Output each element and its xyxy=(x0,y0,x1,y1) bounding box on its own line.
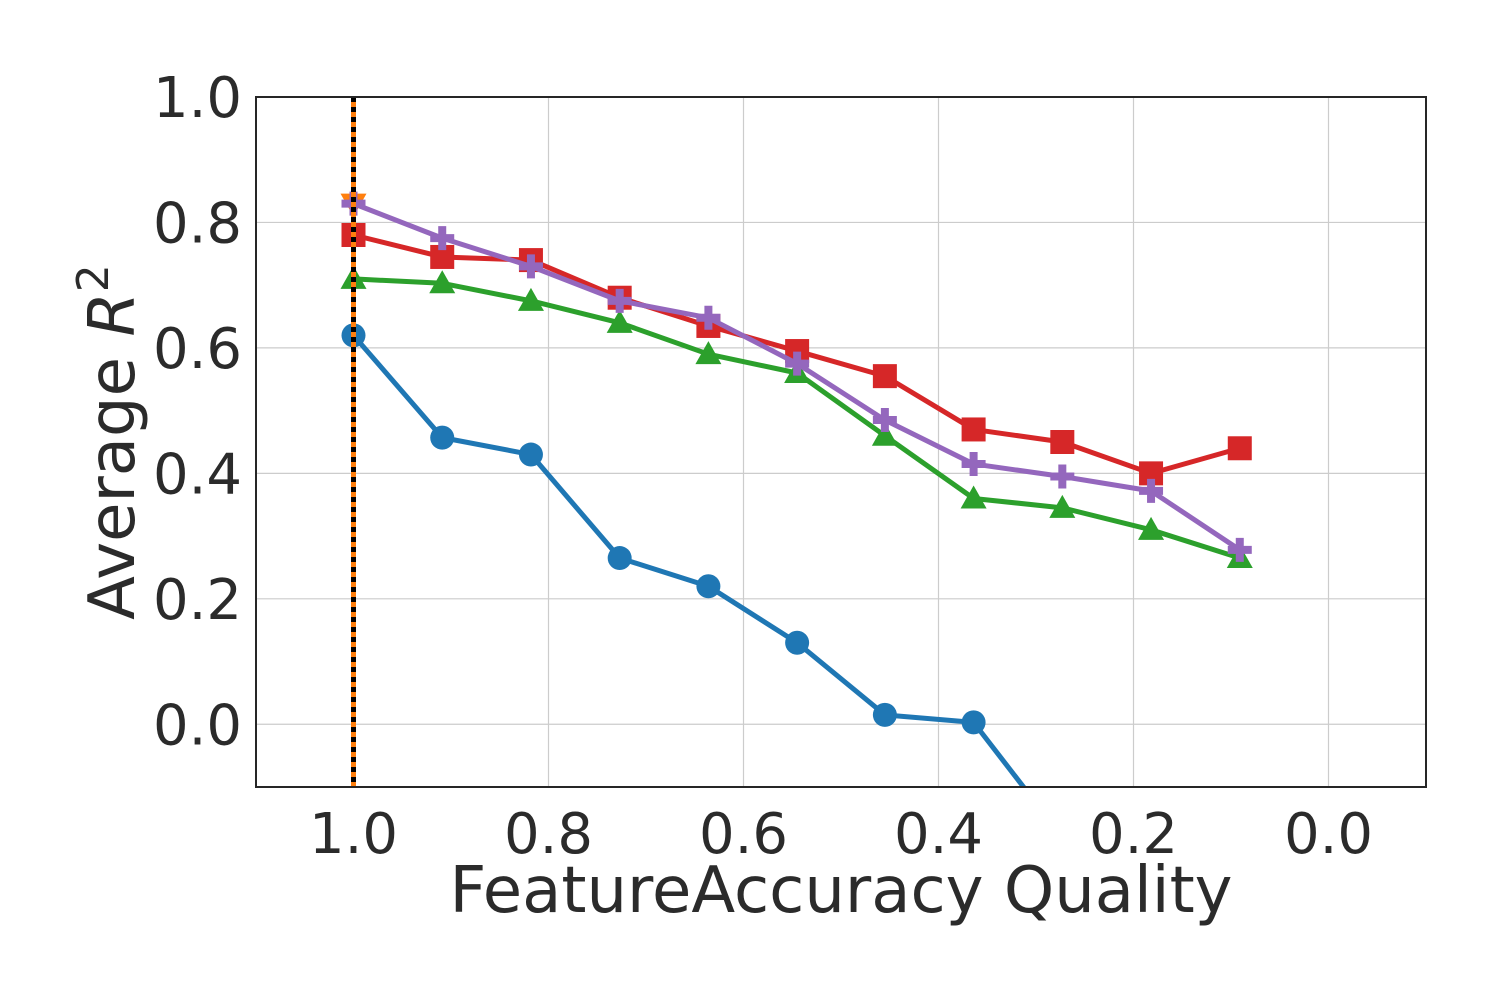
data-point xyxy=(961,451,986,476)
x-axis-label: FeatureAccuracy Quality xyxy=(449,854,1232,928)
data-point xyxy=(696,305,721,330)
plot-frame xyxy=(255,96,1427,788)
data-point xyxy=(430,425,455,450)
data-point xyxy=(518,254,543,279)
data-point xyxy=(1227,436,1252,461)
data-point xyxy=(607,288,632,313)
data-point xyxy=(872,702,897,727)
data-point xyxy=(518,442,543,467)
data-point xyxy=(430,244,455,269)
data-point xyxy=(430,226,455,251)
data-point xyxy=(1050,464,1075,489)
data-point xyxy=(1138,516,1165,540)
y-tick-label: 1.0 xyxy=(153,66,242,131)
y-axis-label: Average R2 xyxy=(68,264,150,620)
data-point xyxy=(871,422,898,446)
data-point xyxy=(785,630,810,655)
series-layer xyxy=(340,191,1253,787)
data-point xyxy=(517,287,544,311)
series-0 xyxy=(341,323,1027,787)
x-tick-label: 0.0 xyxy=(1284,802,1373,867)
y-tick-label: 0.0 xyxy=(153,693,242,758)
data-point xyxy=(1050,430,1075,454)
data-point xyxy=(961,710,986,735)
data-point xyxy=(960,485,987,509)
data-point xyxy=(429,270,456,294)
data-point xyxy=(961,417,986,442)
data-point xyxy=(872,364,897,389)
series-2 xyxy=(340,265,1253,569)
x-tick-label: 0.6 xyxy=(699,802,788,867)
y-tick-label: 0.6 xyxy=(153,317,242,382)
y-axis-label-sup: 2 xyxy=(68,264,119,292)
data-point xyxy=(785,351,810,376)
y-axis-label-math: R xyxy=(76,292,150,336)
x-tick-label: 0.8 xyxy=(504,802,593,867)
y-tick-label: 0.4 xyxy=(153,442,242,507)
x-tick-label: 0.2 xyxy=(1089,802,1178,867)
y-tick-label: 0.2 xyxy=(153,568,242,633)
data-point xyxy=(1139,478,1164,503)
data-point xyxy=(606,309,633,333)
x-tick-label: 0.4 xyxy=(894,802,983,867)
data-point xyxy=(1049,494,1076,518)
data-point xyxy=(695,341,722,365)
tick-labels: 1.0 0.8 0.6 0.4 0.2 0.0 0.0 0.2 0.4 0.6 0.8 1.0 xyxy=(153,66,1373,867)
data-point xyxy=(872,408,897,433)
y-axis-label-text: Average xyxy=(76,337,150,620)
x-tick-label: 1.0 xyxy=(309,802,398,867)
data-point xyxy=(1227,537,1252,562)
data-point xyxy=(696,574,721,599)
series-line xyxy=(353,276,1241,561)
data-point xyxy=(607,546,632,571)
y-tick-label: 0.8 xyxy=(153,191,242,256)
